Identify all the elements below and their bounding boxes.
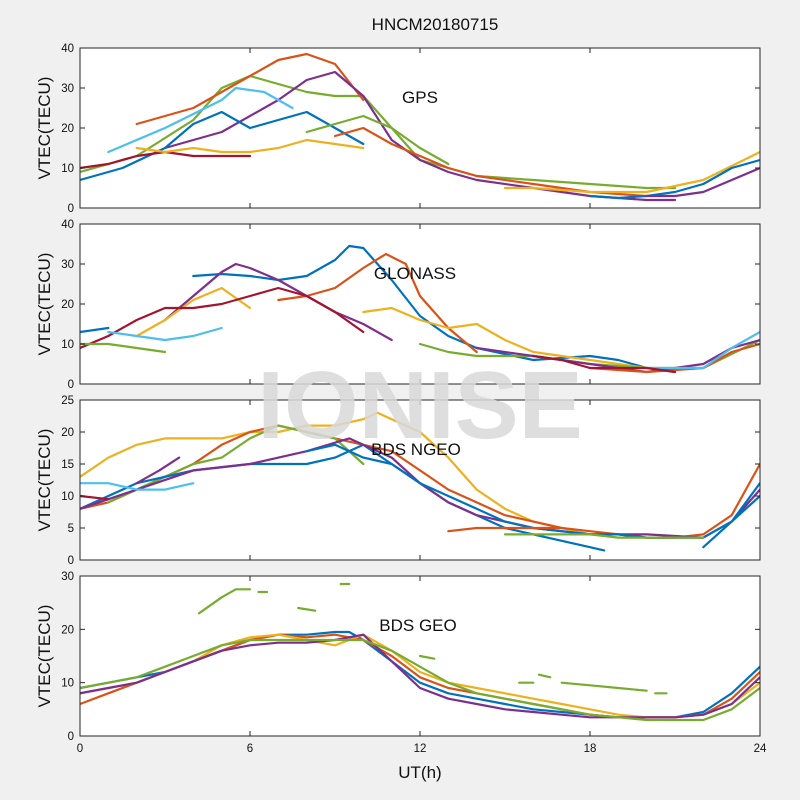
- series-group: [80, 52, 760, 202]
- x-axis-label: UT(h): [398, 763, 441, 782]
- x-tick-label: 12: [414, 743, 427, 755]
- series-line: [135, 52, 365, 126]
- y-tick-label: 0: [68, 203, 74, 215]
- x-tick-label: 0: [77, 743, 83, 755]
- watermark: IONISE: [257, 352, 582, 459]
- series-line: [503, 533, 705, 539]
- series-line: [107, 424, 365, 504]
- y-axis-label: VTEC(TECU): [35, 77, 54, 180]
- series-group: [80, 244, 760, 374]
- x-tick-label: 18: [584, 743, 597, 755]
- series-line: [107, 86, 294, 154]
- panel-label: BDS GEO: [379, 616, 456, 635]
- plot-area: [80, 224, 760, 384]
- figure-title: HNCM20180715: [372, 15, 499, 34]
- series-line: [197, 588, 252, 615]
- series-line: [163, 262, 393, 342]
- y-axis-label: VTEC(TECU): [35, 605, 54, 708]
- y-tick-label: 10: [61, 339, 74, 351]
- y-tick-label: 20: [61, 123, 74, 135]
- series-group: [80, 582, 760, 722]
- y-tick-label: 25: [61, 395, 74, 407]
- series-line: [80, 342, 167, 354]
- series-line: [107, 326, 223, 342]
- y-tick-label: 0: [68, 555, 74, 567]
- y-tick-label: 0: [68, 731, 74, 743]
- y-tick-label: 15: [61, 459, 74, 471]
- y-tick-label: 30: [61, 571, 74, 583]
- y-tick-label: 40: [61, 43, 74, 55]
- series-line: [537, 673, 552, 679]
- y-tick-label: 10: [61, 163, 74, 175]
- panel-label: BDS NGEO: [371, 440, 461, 459]
- y-axis-label: VTEC(TECU): [35, 429, 54, 532]
- x-tick-label: 24: [754, 743, 767, 755]
- series-line: [80, 494, 110, 501]
- series-line: [418, 654, 436, 660]
- series-line: [135, 286, 252, 338]
- y-tick-label: 40: [61, 219, 74, 231]
- panel-gps: 0 10 20 30 40 VTEC(TECU) GPS: [35, 43, 761, 215]
- y-tick-label: 20: [61, 299, 74, 311]
- series-line: [362, 306, 677, 374]
- panel-label: GLONASS: [374, 264, 456, 283]
- y-tick-label: 30: [61, 83, 74, 95]
- y-tick-label: 5: [68, 523, 74, 535]
- y-axis-label: VTEC(TECU): [35, 253, 54, 356]
- series-line: [277, 252, 478, 354]
- y-tick-label: 30: [61, 259, 74, 271]
- series-group: [80, 411, 760, 552]
- series-line: [135, 456, 181, 485]
- y-tick-label: 20: [61, 624, 74, 636]
- series-line: [560, 681, 648, 692]
- series-line: [80, 110, 365, 182]
- series-line: [447, 526, 563, 533]
- series-line: [532, 354, 677, 374]
- series-line: [192, 244, 648, 370]
- series-line: [588, 158, 760, 200]
- y-tick-label: 10: [61, 491, 74, 503]
- series-line: [333, 126, 648, 198]
- series-line: [645, 166, 760, 198]
- y-tick-label: 20: [61, 427, 74, 439]
- series-line: [80, 633, 760, 719]
- y-tick-label: 0: [68, 379, 74, 391]
- series-line: [297, 606, 317, 612]
- panel-label: GPS: [402, 88, 438, 107]
- series-line: [80, 638, 760, 722]
- y-tick-label: 10: [61, 678, 74, 690]
- series-line: [503, 150, 760, 194]
- series-line: [135, 138, 365, 154]
- series-line: [80, 482, 195, 491]
- series-line: [80, 326, 110, 334]
- panel-bds-geo: 0 10 20 30 0 6 12 18 24 VTEC(TECU) BDS GEO: [35, 571, 767, 755]
- panels: 0 10 20 30 40 VTEC(TECU) GPS 0 10 20 30 40 VTEC(TECU…: [35, 43, 767, 755]
- series-line: [702, 494, 760, 549]
- series-line: [645, 330, 760, 370]
- series-line: [305, 114, 450, 166]
- panel-glonass: 0 10 20 30 40 VTEC(TECU) GLONASS: [35, 219, 761, 391]
- series-line: [80, 286, 365, 350]
- plot-area: [80, 48, 760, 208]
- panel-bds-ngeo: 0 5 10 15 20 25 VTEC(TECU) BDS NGEO: [35, 395, 761, 567]
- x-tick-label: 6: [247, 743, 253, 755]
